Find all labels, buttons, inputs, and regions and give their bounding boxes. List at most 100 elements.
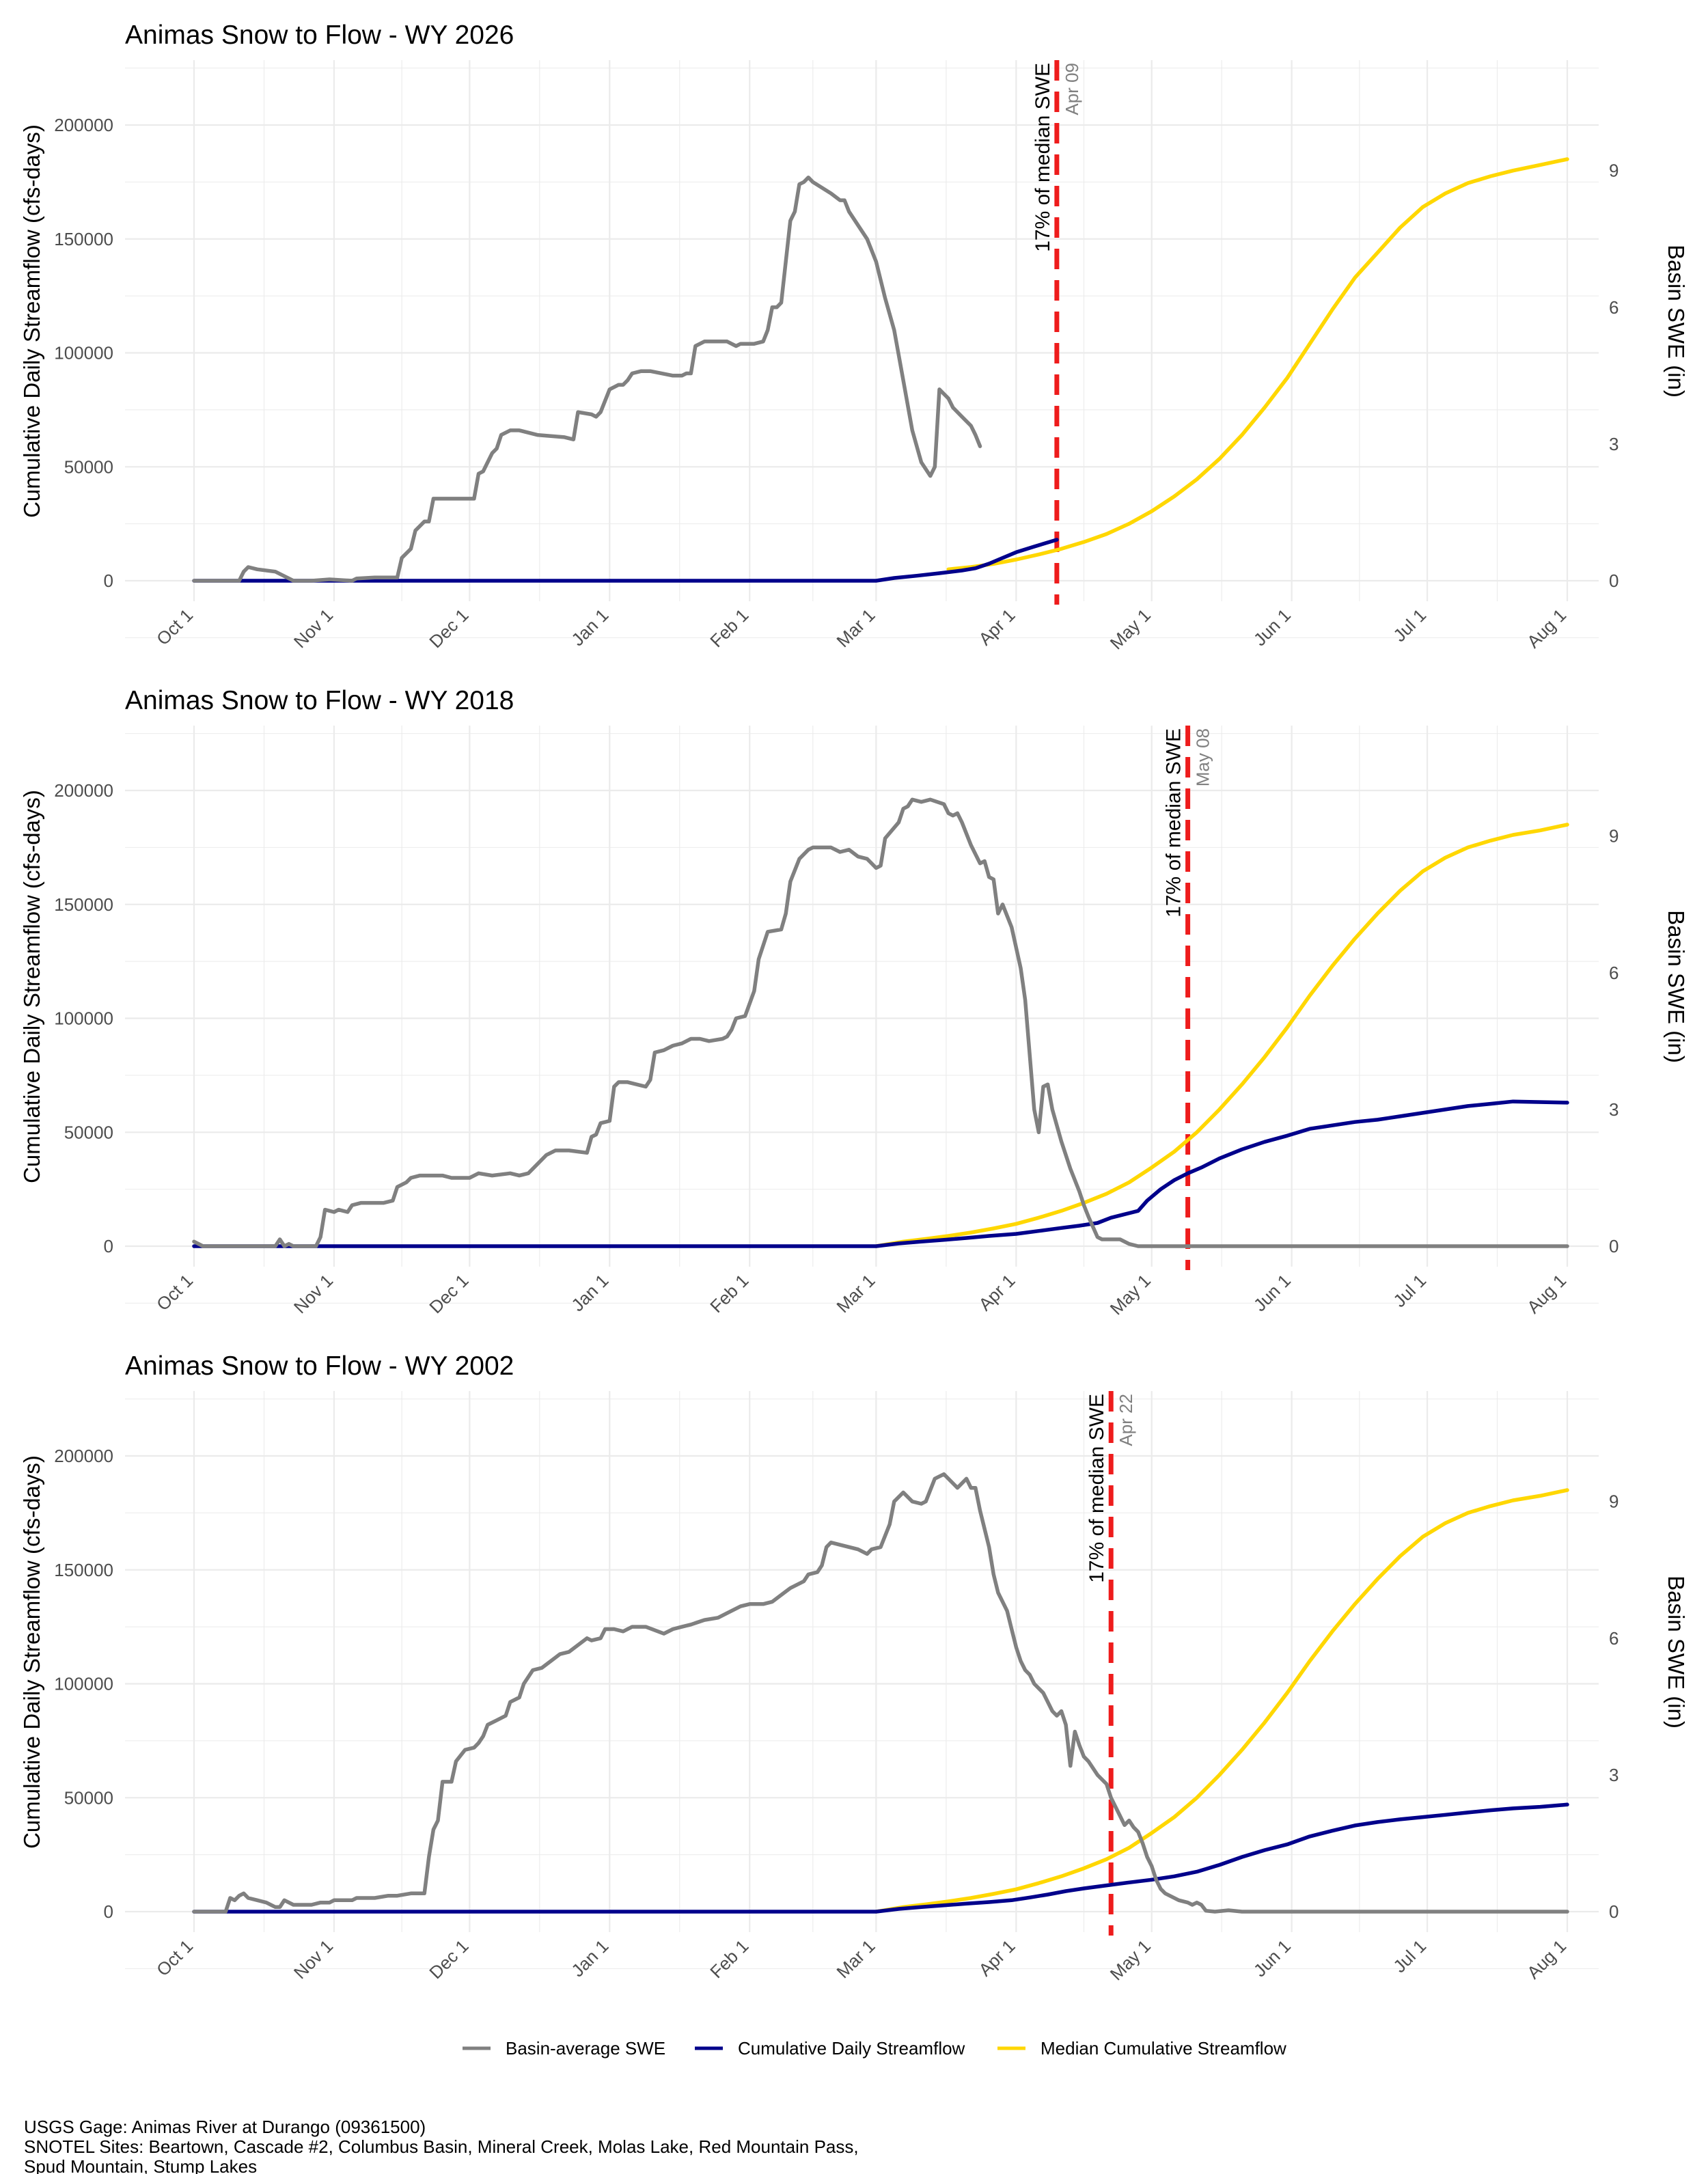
y-tick-label: 150000 bbox=[54, 1560, 113, 1580]
x-tick-label: Jul 1 bbox=[1389, 1270, 1430, 1311]
gridlines bbox=[125, 1391, 1599, 1969]
series-line-swe bbox=[192, 1472, 1569, 1914]
x-tick-label: Oct 1 bbox=[152, 1270, 197, 1315]
y2-tick-label: 6 bbox=[1609, 963, 1619, 983]
x-tick-label: Nov 1 bbox=[290, 605, 337, 652]
x-tick-label: Apr 1 bbox=[974, 605, 1019, 649]
y-tick-label: 50000 bbox=[64, 456, 113, 477]
y-tick-label: 150000 bbox=[54, 894, 113, 915]
x-tick-label: Jan 1 bbox=[567, 1270, 612, 1315]
y-tick-label: 150000 bbox=[54, 229, 113, 249]
x-tick-label: Nov 1 bbox=[290, 1936, 337, 1983]
series-line-median bbox=[946, 157, 1569, 572]
x-tick-label: Apr 1 bbox=[974, 1936, 1019, 1980]
gridlines bbox=[125, 726, 1599, 1304]
caption-gage: USGS Gage: Animas River at Durango (0936… bbox=[24, 2117, 426, 2137]
y-tick-label: 200000 bbox=[54, 1446, 113, 1466]
y-tick-label: 100000 bbox=[54, 1674, 113, 1694]
y2-axis-title: Basin SWE (in) bbox=[1664, 910, 1689, 1063]
chart-title: Animas Snow to Flow - WY 2018 bbox=[125, 686, 514, 715]
x-tick-label: Jun 1 bbox=[1250, 1936, 1295, 1981]
threshold-date: May 08 bbox=[1193, 728, 1213, 786]
x-tick-label: May 1 bbox=[1106, 605, 1155, 653]
x-tick-label: Feb 1 bbox=[706, 1270, 752, 1317]
x-tick-label: Dec 1 bbox=[425, 1936, 472, 1983]
y-tick-label: 0 bbox=[104, 570, 113, 591]
x-tick-label: Jun 1 bbox=[1250, 1270, 1295, 1315]
y2-tick-label: 3 bbox=[1609, 1099, 1619, 1120]
y-tick-label: 0 bbox=[104, 1901, 113, 1922]
y2-tick-label: 0 bbox=[1609, 1236, 1619, 1256]
y2-tick-label: 6 bbox=[1609, 297, 1619, 318]
legend-label-flow: Cumulative Daily Streamflow bbox=[738, 2038, 965, 2059]
y-axis-title: Cumulative Daily Streamflow (cfs-days) bbox=[19, 124, 44, 518]
threshold-label: 17% of median SWE bbox=[1032, 63, 1054, 252]
y2-tick-label: 9 bbox=[1609, 1491, 1619, 1512]
series-line-flow bbox=[192, 538, 1059, 583]
y2-axis-title: Basin SWE (in) bbox=[1664, 245, 1689, 398]
x-tick-label: Nov 1 bbox=[290, 1270, 337, 1317]
x-tick-label: Mar 1 bbox=[832, 605, 879, 651]
caption-snotel-line2: Spud Mountain, Stump Lakes bbox=[24, 2156, 257, 2174]
y-tick-label: 200000 bbox=[54, 115, 113, 135]
x-tick-label: May 1 bbox=[1106, 1936, 1155, 1984]
x-tick-label: Dec 1 bbox=[425, 605, 472, 652]
x-tick-label: Apr 1 bbox=[974, 1270, 1019, 1315]
y2-tick-label: 6 bbox=[1609, 1628, 1619, 1649]
series-line-swe bbox=[192, 797, 1569, 1248]
x-tick-label: May 1 bbox=[1106, 1270, 1155, 1319]
y-tick-label: 100000 bbox=[54, 343, 113, 363]
y-tick-label: 100000 bbox=[54, 1008, 113, 1029]
series-line-flow bbox=[192, 1099, 1569, 1248]
caption-snotel-line1: SNOTEL Sites: Beartown, Cascade #2, Colu… bbox=[24, 2136, 859, 2157]
x-tick-label: Jul 1 bbox=[1389, 605, 1430, 646]
chart-panels: Animas Snow to Flow - WY 2026 0 50000 10000… bbox=[19, 20, 1689, 1984]
y-tick-label: 50000 bbox=[64, 1787, 113, 1808]
y2-tick-label: 0 bbox=[1609, 1901, 1619, 1922]
x-tick-label: Jan 1 bbox=[567, 1936, 612, 1981]
threshold-label: 17% of median SWE bbox=[1086, 1394, 1108, 1583]
threshold-label: 17% of median SWE bbox=[1163, 728, 1185, 918]
threshold-date: Apr 22 bbox=[1116, 1394, 1136, 1446]
x-tick-label: Jul 1 bbox=[1389, 1936, 1430, 1977]
x-tick-label: Oct 1 bbox=[152, 1936, 197, 1980]
y2-tick-label: 9 bbox=[1609, 161, 1619, 181]
x-tick-label: Jun 1 bbox=[1250, 605, 1295, 650]
y2-tick-label: 9 bbox=[1609, 826, 1619, 847]
x-tick-label: Aug 1 bbox=[1523, 1936, 1570, 1983]
y-axis-title: Cumulative Daily Streamflow (cfs-days) bbox=[19, 1455, 44, 1849]
series-line-swe bbox=[192, 175, 982, 583]
x-tick-label: Jan 1 bbox=[567, 605, 612, 650]
gridlines bbox=[125, 60, 1599, 638]
x-tick-label: Mar 1 bbox=[832, 1936, 879, 1982]
legend: Basin-average SWE Cumulative Daily Strea… bbox=[463, 2038, 1286, 2059]
y-tick-label: 50000 bbox=[64, 1122, 113, 1142]
y2-tick-label: 0 bbox=[1609, 570, 1619, 591]
chart-panel-1: Animas Snow to Flow - WY 2026 0 50000 10000… bbox=[19, 20, 1689, 653]
x-tick-label: Feb 1 bbox=[706, 605, 752, 651]
x-tick-label: Feb 1 bbox=[706, 1936, 752, 1982]
y2-axis-title: Basin SWE (in) bbox=[1664, 1576, 1689, 1729]
y-tick-label: 0 bbox=[104, 1236, 113, 1256]
threshold-date: Apr 09 bbox=[1062, 63, 1082, 115]
series-line-flow bbox=[192, 1802, 1569, 1914]
x-tick-label: Aug 1 bbox=[1523, 1270, 1570, 1317]
series-line-median bbox=[874, 1488, 1569, 1914]
x-tick-label: Aug 1 bbox=[1523, 605, 1570, 652]
x-tick-label: Dec 1 bbox=[425, 1270, 472, 1317]
x-tick-label: Oct 1 bbox=[152, 605, 197, 649]
chart-panel-3: Animas Snow to Flow - WY 2002 0 50000 10000… bbox=[19, 1351, 1689, 1984]
y-tick-label: 200000 bbox=[54, 780, 113, 801]
caption: USGS Gage: Animas River at Durango (0936… bbox=[24, 2117, 859, 2174]
x-tick-label: Mar 1 bbox=[832, 1270, 879, 1317]
chart-title: Animas Snow to Flow - WY 2002 bbox=[125, 1351, 514, 1381]
y2-tick-label: 3 bbox=[1609, 434, 1619, 454]
chart-title: Animas Snow to Flow - WY 2026 bbox=[125, 20, 514, 50]
series-line-median bbox=[874, 823, 1569, 1248]
legend-label-median: Median Cumulative Streamflow bbox=[1041, 2038, 1286, 2059]
y2-tick-label: 3 bbox=[1609, 1765, 1619, 1785]
chart-panel-2: Animas Snow to Flow - WY 2018 0 50000 10000… bbox=[19, 686, 1689, 1319]
y-axis-title: Cumulative Daily Streamflow (cfs-days) bbox=[19, 790, 44, 1183]
legend-label-swe: Basin-average SWE bbox=[506, 2038, 665, 2059]
